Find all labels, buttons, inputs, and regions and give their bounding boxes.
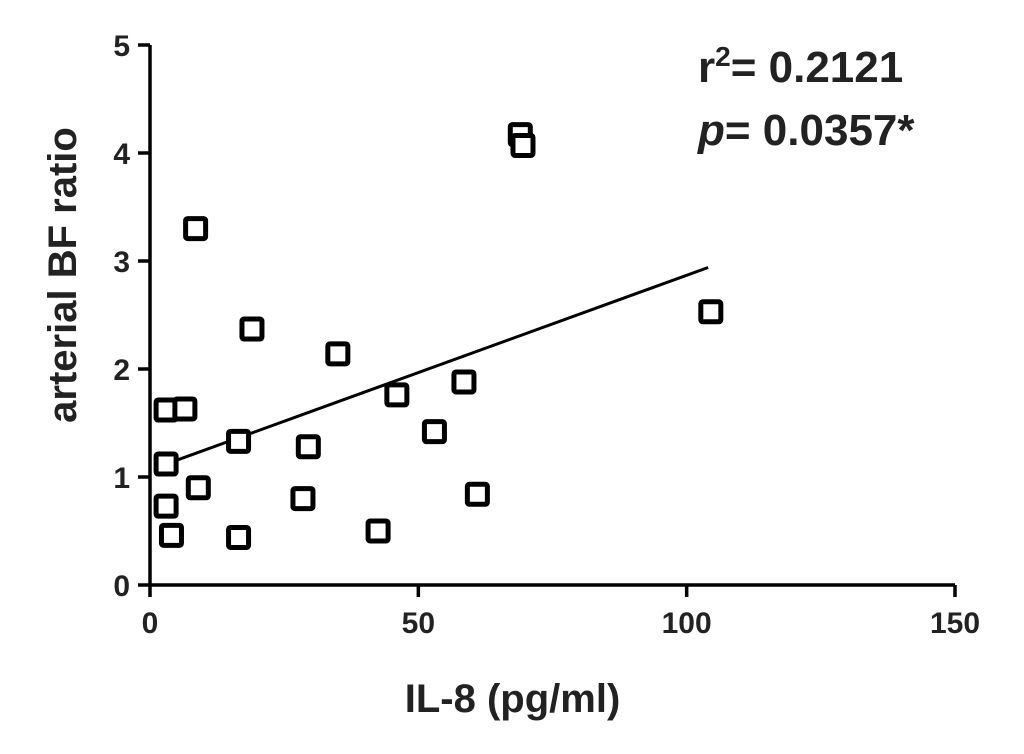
y-tick-label: 2 [113, 354, 130, 387]
x-tick-label: 150 [930, 607, 980, 640]
y-tick-label: 4 [113, 138, 130, 171]
data-point [226, 524, 252, 550]
data-point [153, 451, 179, 477]
data-point [698, 299, 724, 325]
data-point [384, 382, 410, 408]
y-tick-label: 3 [113, 246, 130, 279]
x-tick-label: 0 [142, 607, 159, 640]
x-ticks: 0 50 100 150 [142, 585, 980, 640]
data-point [365, 518, 391, 544]
y-tick-label: 1 [113, 462, 130, 495]
p-value: = 0.0357* [725, 106, 915, 155]
y-ticks: 0 1 2 3 4 5 [113, 30, 150, 603]
axes [148, 45, 955, 587]
data-points [153, 122, 724, 550]
data-point [451, 369, 477, 395]
data-point [153, 493, 179, 519]
p-label: p [697, 106, 725, 155]
regression-line [165, 266, 709, 466]
x-tick-label: 100 [662, 607, 712, 640]
data-point [183, 216, 209, 242]
y-axis-title: arterial BF ratio [41, 127, 85, 423]
data-point [172, 396, 198, 422]
y-tick-label: 5 [113, 30, 130, 63]
x-axis-title: IL-8 (pg/ml) [405, 677, 621, 721]
data-point [239, 316, 265, 342]
x-tick-label: 50 [402, 607, 435, 640]
regression-line-group [165, 266, 709, 466]
data-point [226, 428, 252, 454]
data-point [421, 419, 447, 445]
data-point [464, 481, 490, 507]
p-value-annotation: p= 0.0357* [697, 106, 915, 155]
r2-value: = 0.2121 [731, 43, 904, 92]
y-tick-label: 0 [113, 570, 130, 603]
data-point [290, 486, 316, 512]
data-point [158, 522, 184, 548]
data-point [510, 132, 536, 158]
data-point [325, 341, 351, 367]
data-point [185, 475, 211, 501]
r2-superscript: 2 [715, 41, 731, 72]
data-point [295, 434, 321, 460]
r-squared-annotation: r2= 0.2121 [698, 41, 903, 92]
r2-label: r [698, 43, 715, 92]
